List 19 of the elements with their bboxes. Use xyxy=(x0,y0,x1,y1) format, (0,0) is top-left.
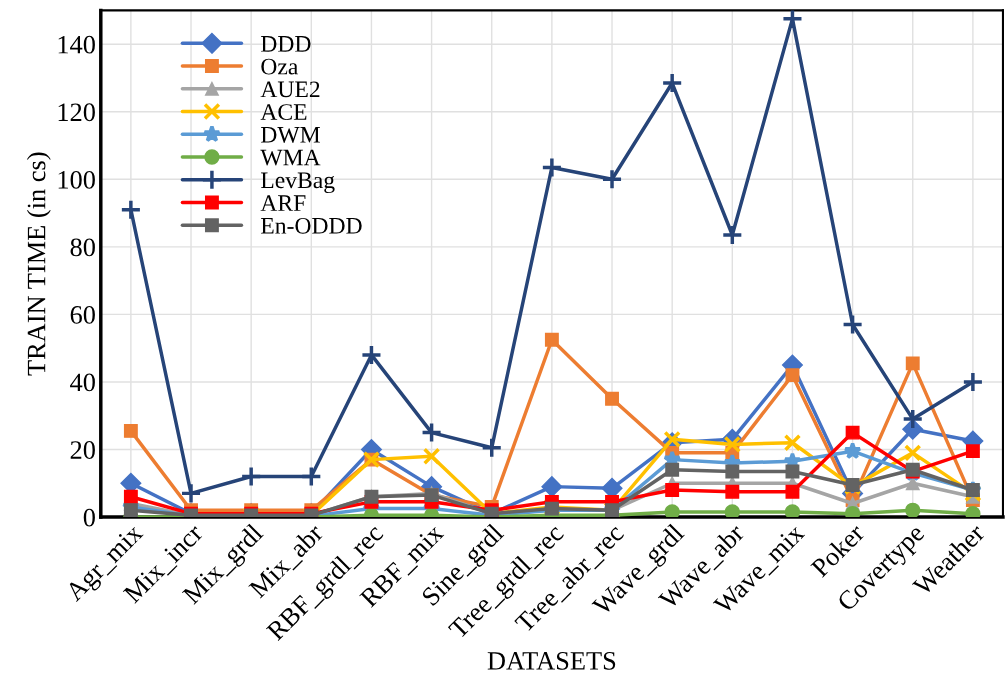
legend-label: AUE2 xyxy=(260,81,320,98)
y-tick-label: 60 xyxy=(70,305,95,324)
legend-label: En-ODDD xyxy=(261,217,362,234)
y-axis-title: TRAIN TIME (in cs) xyxy=(26,152,51,376)
legend-label: DWM xyxy=(261,127,320,143)
y-tick-label: 20 xyxy=(70,441,95,459)
y-tick-label: 140 xyxy=(58,35,95,54)
y-tick-label: 80 xyxy=(70,238,95,257)
legend-label: ARF xyxy=(260,195,306,211)
x-axis-title: DATASETS xyxy=(487,652,616,670)
legend-label: DDD xyxy=(261,36,311,52)
y-tick-label: 100 xyxy=(58,170,95,189)
legend-label: LevBag xyxy=(261,172,335,194)
y-tick-label: 0 xyxy=(83,508,95,527)
legend-label: Oza xyxy=(261,58,299,75)
legend-label: ACE xyxy=(260,104,307,121)
y-tick-label: 120 xyxy=(58,103,95,122)
y-tick-label: 40 xyxy=(70,373,95,392)
legend-label: WMA xyxy=(260,149,321,166)
